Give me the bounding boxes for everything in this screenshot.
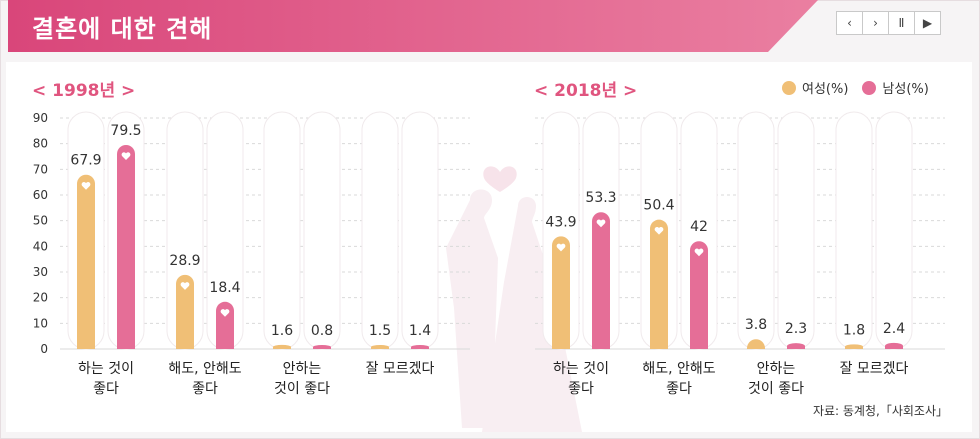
- bar-track: [835, 111, 873, 350]
- category-label: 안하는: [283, 361, 322, 377]
- category-label: 하는 것이: [553, 361, 609, 377]
- category-label: 해도, 안해도: [642, 361, 715, 377]
- source-note: 자료: 동계청,「사회조사」: [812, 404, 948, 418]
- legend-label-male: 남성(%): [882, 82, 929, 97]
- bar: [747, 339, 765, 349]
- bar-track: [875, 111, 913, 350]
- y-tick-label: 10: [33, 316, 48, 330]
- bar: [690, 241, 708, 349]
- category-label: 좋다: [93, 381, 119, 397]
- data-label: 42: [690, 219, 708, 235]
- bar-track: [737, 111, 775, 350]
- period-label-2018: < 2018년 >: [534, 81, 638, 101]
- data-label: 2.3: [785, 321, 807, 337]
- data-label: 1.5: [369, 323, 391, 339]
- bar: [592, 212, 610, 349]
- category-label: 해도, 안해도: [168, 361, 241, 377]
- next-button[interactable]: ›: [862, 11, 889, 35]
- data-label: 28.9: [169, 253, 200, 269]
- y-tick-label: 70: [33, 162, 48, 176]
- y-tick-label: 50: [33, 214, 48, 228]
- y-tick-label: 30: [33, 265, 48, 279]
- period-label-1998: < 1998년 >: [32, 81, 136, 101]
- title-banner: 결혼에 대한 견해: [8, 0, 818, 52]
- bar-track: [303, 111, 341, 350]
- bar: [650, 219, 668, 349]
- data-label: 3.8: [745, 317, 767, 333]
- bar: [787, 343, 805, 349]
- category-label: 잘 모르겠다: [840, 361, 909, 377]
- y-tick-label: 0: [40, 342, 48, 356]
- data-label: 1.8: [843, 322, 865, 338]
- data-label: 1.6: [271, 323, 293, 339]
- y-tick-label: 20: [33, 291, 48, 305]
- bar: [845, 344, 863, 349]
- bride-silhouette-icon: [482, 197, 582, 432]
- bar-heart-icon: [180, 282, 190, 290]
- category-label: 안하는: [757, 361, 796, 377]
- category-label: 하는 것이: [78, 361, 134, 377]
- bar: [216, 301, 234, 349]
- y-tick-label: 80: [33, 137, 48, 151]
- category-label: 좋다: [568, 381, 594, 397]
- heart-decoration-icon: [483, 166, 517, 192]
- groom-silhouette-icon: [446, 189, 498, 428]
- play-button[interactable]: ▶: [914, 11, 941, 35]
- legend-item-male: 남성(%): [862, 78, 929, 97]
- bar: [552, 236, 570, 349]
- data-label: 18.4: [209, 280, 240, 296]
- bar: [117, 144, 135, 349]
- category-label: 잘 모르겠다: [366, 361, 435, 377]
- bar: [371, 345, 389, 349]
- data-label: 43.9: [545, 214, 576, 230]
- bar-heart-icon: [121, 152, 131, 160]
- bar: [273, 344, 291, 349]
- bar-track: [401, 111, 439, 350]
- bar: [176, 274, 194, 349]
- data-label: 67.9: [70, 153, 101, 169]
- bar-heart-icon: [556, 243, 566, 252]
- bar-heart-icon: [81, 182, 91, 190]
- bar-heart-icon: [654, 226, 664, 235]
- bar-heart-icon: [596, 219, 606, 228]
- bar-track: [777, 111, 815, 350]
- data-label: 0.8: [311, 323, 333, 339]
- bar-heart-icon: [694, 248, 704, 257]
- data-label: 2.4: [883, 321, 905, 337]
- bar: [885, 342, 903, 349]
- bar: [77, 174, 95, 349]
- data-label: 1.4: [409, 323, 431, 339]
- y-tick-label: 40: [33, 239, 48, 253]
- category-label: 것이 좋다: [274, 381, 330, 397]
- legend-swatch-female: [782, 80, 796, 95]
- category-label: 것이 좋다: [748, 381, 804, 397]
- category-label: 좋다: [666, 381, 692, 397]
- data-label: 79.5: [110, 123, 141, 139]
- slide-controls: ‹ › Ⅱ ▶: [836, 11, 941, 35]
- legend-swatch-male: [862, 80, 877, 95]
- category-label: 좋다: [192, 381, 218, 397]
- banner-shape: [8, 0, 818, 52]
- bar: [313, 345, 331, 349]
- legend: 여성(%) 남성(%): [768, 78, 929, 97]
- bar-heart-icon: [220, 309, 230, 317]
- y-tick-label: 60: [33, 188, 48, 202]
- bar: [411, 345, 429, 349]
- data-label: 53.3: [585, 190, 616, 206]
- y-tick-label: 90: [33, 111, 48, 125]
- page-title: 결혼에 대한 견해: [32, 15, 213, 43]
- bar-track: [263, 111, 301, 350]
- bar-track: [361, 111, 399, 350]
- legend-item-female: 여성(%): [782, 78, 848, 97]
- legend-label-female: 여성(%): [802, 82, 849, 97]
- data-label: 50.4: [643, 198, 674, 214]
